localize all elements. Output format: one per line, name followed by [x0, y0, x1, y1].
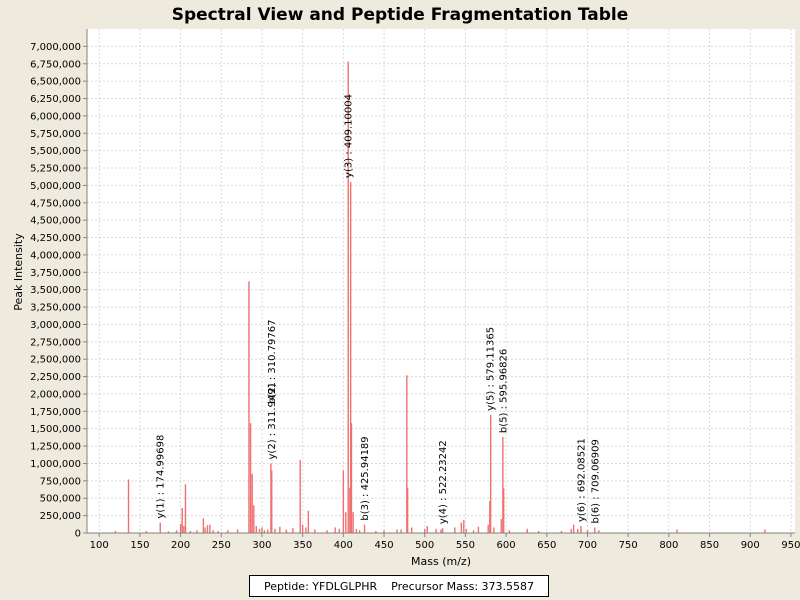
x-tick-label: 450	[374, 540, 393, 551]
y-tick-label: 1,750,000	[30, 407, 81, 418]
axes: 0 250,000 500,000 750,000 1,000,000 1,250,000…	[30, 29, 800, 551]
y-tick-label: 4,250,000	[30, 233, 81, 244]
y-tick-label: 4,750,000	[30, 198, 81, 209]
y-tick-label: 6,750,000	[30, 59, 81, 70]
y-tick-label: 3,750,000	[30, 268, 81, 279]
x-tick-label: 350	[293, 540, 312, 551]
y-tick-label: 5,500,000	[30, 146, 81, 157]
x-tick-label: 300	[252, 540, 271, 551]
y-tick-label: 1,500,000	[30, 424, 81, 435]
peak-annotation-label: b(6) : 709.06909	[590, 439, 601, 523]
y-axis-label: Peak Intensity	[12, 233, 25, 311]
y-tick-label: 3,000,000	[30, 320, 81, 331]
y-tick-label: 1,000,000	[30, 459, 81, 470]
x-tick-label: 550	[456, 540, 475, 551]
y-tick-label: 3,500,000	[30, 285, 81, 296]
y-tick-label: 4,000,000	[30, 250, 81, 261]
peak-annotation-label: y(5) : 579.11365	[485, 327, 496, 411]
x-tick-label: 250	[212, 540, 231, 551]
peak-annotation-label: b(5) : 595.96826	[498, 349, 509, 433]
x-tick-label: 200	[171, 540, 190, 551]
peak-annotation-label: b(2) : 310.79767	[267, 320, 278, 404]
grid-lines	[87, 29, 795, 534]
y-tick-label: 6,000,000	[30, 111, 81, 122]
y-tick-label: 7,000,000	[30, 42, 81, 53]
peak-annotation-label: y(6) : 692.08521	[576, 438, 587, 522]
peak-annotation-label: b(3) : 425.94189	[360, 436, 371, 520]
x-tick-label: 850	[700, 540, 719, 551]
x-tick-label: 600	[497, 540, 516, 551]
x-tick-label: 500	[415, 540, 434, 551]
peak-annotation-label: y(2) : 311.9491	[267, 382, 278, 460]
x-tick-label: 400	[334, 540, 353, 551]
y-tick-label: 6,250,000	[30, 94, 81, 105]
x-tick-label: 750	[619, 540, 638, 551]
x-tick-label: 900	[741, 540, 760, 551]
legend-peptide: Peptide: YFDLGLPHR	[263, 579, 378, 593]
y-tick-label: 5,250,000	[30, 164, 81, 175]
legend-precursor-mass: Precursor Mass: 373.5587	[391, 579, 535, 593]
x-tick-label: 650	[537, 540, 556, 551]
y-tick-label: 6,500,000	[30, 77, 81, 88]
y-tick-label: 1,250,000	[30, 442, 81, 453]
peak-annotation-label: y(4) : 522.23242	[438, 440, 449, 524]
x-tick-label: 150	[130, 540, 149, 551]
y-tick-label: 2,750,000	[30, 337, 81, 348]
y-tick-label: 4,500,000	[30, 216, 81, 227]
y-tick-label: 5,000,000	[30, 181, 81, 192]
y-tick-label: 0	[75, 529, 81, 540]
y-tick-label: 2,250,000	[30, 372, 81, 383]
y-tick-label: 500,000	[40, 494, 81, 505]
peak-annotation-label: y(3) : 409.10004	[344, 94, 355, 178]
y-tick-label: 250,000	[40, 511, 81, 522]
x-tick-label: 100	[90, 540, 109, 551]
y-tick-label: 3,250,000	[30, 303, 81, 314]
x-tick-label: 800	[659, 540, 678, 551]
y-tick-label: 750,000	[40, 476, 81, 487]
y-tick-label: 5,750,000	[30, 129, 81, 140]
x-tick-label: 950	[781, 540, 800, 551]
x-axis-label: Mass (m/z)	[411, 555, 471, 568]
x-tick-label: 700	[578, 540, 597, 551]
plot-area	[87, 29, 795, 533]
chart-title: Spectral View and Peptide Fragmentation …	[172, 5, 629, 25]
y-tick-label: 2,500,000	[30, 355, 81, 366]
peak-annotation-label: y(1) : 174.99698	[156, 435, 167, 519]
y-tick-label: 2,000,000	[30, 389, 81, 400]
peptide-legend: Peptide: YFDLGLPHR Precursor Mass: 373.5…	[249, 575, 549, 597]
